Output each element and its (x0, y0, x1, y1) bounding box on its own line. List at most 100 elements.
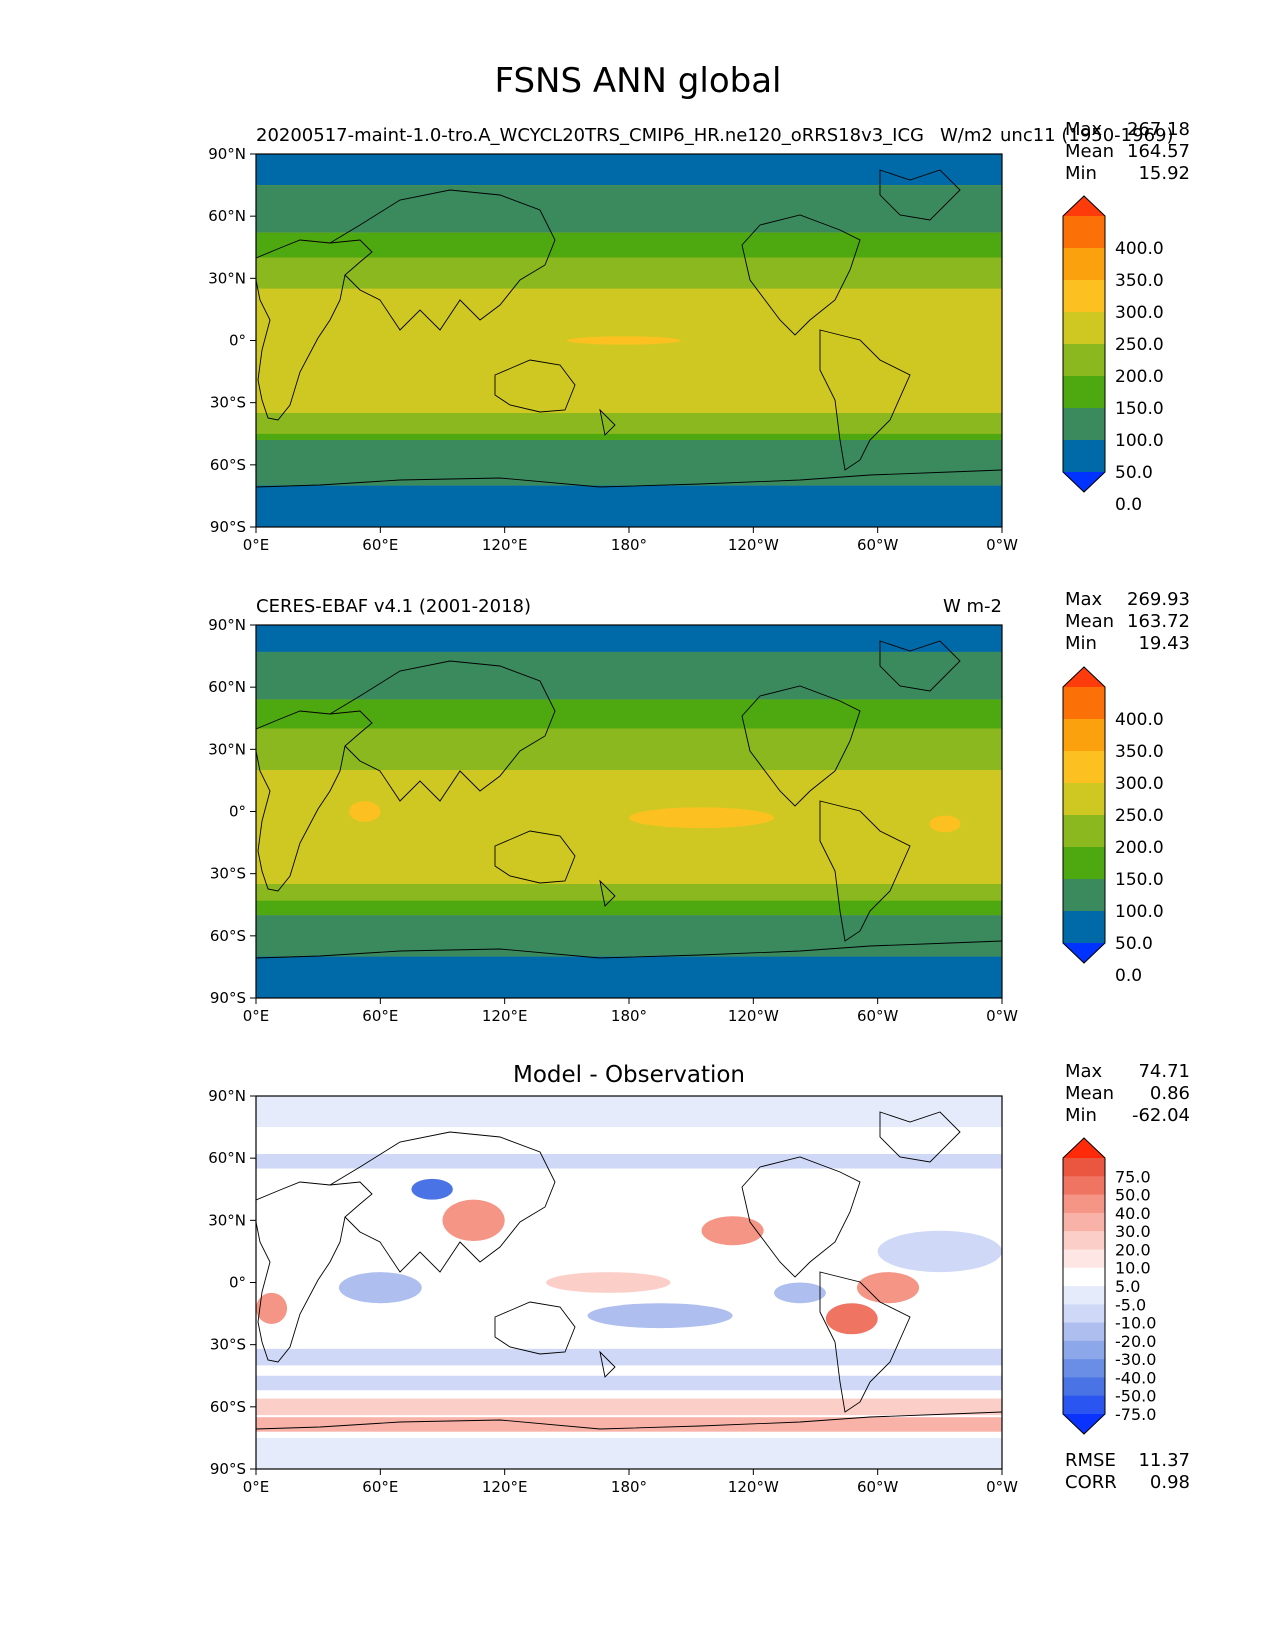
colorbar-extend-min (1063, 472, 1105, 492)
colorbar-segment (1063, 879, 1105, 912)
zonal-band (256, 288, 1002, 414)
difference-colorbar: 75.050.040.030.020.010.05.0-5.0-10.0-20.… (1062, 1137, 1156, 1435)
colorbar-tick-label: 100.0 (1115, 431, 1164, 451)
colorbar-tick-label: 0.0 (1115, 966, 1142, 986)
x-tick-label: 60°W (857, 536, 899, 554)
colorbar-segment (1063, 1395, 1105, 1415)
colorbar-extend-max (1063, 196, 1105, 216)
colorbar-tick-label: 30.0 (1115, 1222, 1151, 1241)
zonal-band (256, 651, 1002, 700)
colorbar-tick-label: -10.0 (1115, 1314, 1156, 1333)
zonal-band (256, 485, 1002, 527)
x-tick-label: 120°W (728, 1478, 779, 1496)
colorbar-tick-label: 250.0 (1115, 806, 1164, 826)
y-tick-label: 90°S (210, 989, 246, 1007)
x-tick-label: 0°W (986, 1478, 1018, 1496)
zonal-band (256, 1437, 1002, 1469)
model-mean-value: 164.57 (1127, 141, 1190, 162)
zonal-band (256, 232, 1002, 258)
y-tick-label: 90°S (210, 1460, 246, 1478)
x-tick-label: 0°E (243, 1007, 270, 1025)
difference-min-label: Min (1065, 1105, 1097, 1126)
anomaly-patch (856, 1272, 920, 1304)
y-tick-label: 0° (229, 803, 246, 821)
colorbar-segment (1063, 687, 1105, 720)
x-tick-label: 180° (611, 1007, 647, 1025)
model-panel-title-left: 20200517-maint-1.0-tro.A_WCYCL20TRS_CMIP… (256, 125, 924, 146)
colorbar-segment (1063, 751, 1105, 784)
y-tick-label: 30°S (210, 1336, 246, 1354)
model-coastlines (256, 169, 1002, 488)
difference-corr-value: 0.98 (1150, 1472, 1190, 1493)
model-min-label: Min (1065, 163, 1097, 184)
difference-mean-value: 0.86 (1150, 1083, 1190, 1104)
observation-panel: CERES-EBAF v4.1 (2001-2018) W m-2 0°E 60°… (208, 589, 1190, 1025)
anomaly-patch (411, 1178, 453, 1200)
colorbar-tick-label: 400.0 (1115, 239, 1164, 259)
observation-max-label: Max (1065, 589, 1103, 610)
colorbar-segment (1063, 312, 1105, 345)
colorbar-tick-label: -75.0 (1115, 1405, 1156, 1424)
model-map (256, 154, 1002, 527)
model-panel: 20200517-maint-1.0-tro.A_WCYCL20TRS_CMIP… (208, 119, 1190, 554)
zonal-band (256, 956, 1002, 998)
colorbar-tick-label: 200.0 (1115, 367, 1164, 387)
colorbar-segment (1063, 408, 1105, 441)
colorbar-segment (1063, 1212, 1105, 1232)
colorbar-tick-label: 75.0 (1115, 1167, 1151, 1186)
colorbar-segment (1063, 344, 1105, 377)
anomaly-patch (256, 1292, 288, 1324)
colorbar-segment (1063, 1194, 1105, 1214)
colorbar-segment (1063, 1286, 1105, 1305)
observation-min-label: Min (1065, 633, 1097, 654)
colorbar-segment (1063, 1322, 1105, 1342)
colorbar-tick-label: 200.0 (1115, 838, 1164, 858)
zonal-band (256, 1348, 1002, 1366)
colorbar-segment (1063, 376, 1105, 409)
colorbar-segment (1063, 248, 1105, 281)
colorbar-segment (1063, 1377, 1105, 1397)
y-tick-label: 60°S (210, 927, 246, 945)
anomaly-patch (338, 1272, 422, 1304)
colorbar-segment (1063, 1267, 1105, 1287)
observation-mean-value: 163.72 (1127, 611, 1190, 632)
y-tick-label: 60°N (208, 207, 246, 225)
model-max-label: Max (1065, 119, 1103, 140)
difference-axes: 0°E 60°E 120°E 180° 120°W 60°W 0°W 90°N 60°N 30°N… (208, 1087, 1018, 1496)
y-tick-label: 30°N (208, 269, 246, 287)
zonal-band (256, 625, 1002, 652)
difference-coastlines (256, 1111, 1002, 1430)
zonal-band (256, 439, 1002, 486)
colorbar-segment (1063, 1304, 1105, 1324)
x-tick-label: 60°W (857, 1007, 899, 1025)
model-panel-title-right: W/m2 (940, 125, 993, 146)
colorbar-segment (1063, 815, 1105, 848)
colorbar-tick-label: -30.0 (1115, 1350, 1156, 1369)
colorbar-tick-label: -20.0 (1115, 1332, 1156, 1351)
colorbar-extend-min (1063, 1414, 1105, 1434)
y-tick-label: 90°N (208, 1087, 246, 1105)
colorbar-segment (1063, 1359, 1105, 1378)
observation-panel-title-right: W m-2 (943, 596, 1002, 617)
colorbar-tick-label: 400.0 (1115, 710, 1164, 730)
model-colorbar: 400.0 350.0 300.0 250.0 200.0 150.0 100.0 50.0 0… (1062, 195, 1164, 515)
difference-map (256, 1096, 1002, 1469)
colorbar-tick-label: 100.0 (1115, 902, 1164, 922)
zonal-band (256, 1375, 1002, 1391)
colorbar-outline (1062, 1137, 1106, 1435)
y-tick-label: 90°N (208, 145, 246, 163)
zonal-band (256, 699, 1002, 729)
y-tick-label: 30°N (208, 740, 246, 758)
colorbar-tick-label: 150.0 (1115, 399, 1164, 419)
anomaly-patch (929, 815, 961, 833)
colorbar-tick-label: 20.0 (1115, 1240, 1151, 1259)
colorbar-segment (1063, 440, 1105, 473)
zonal-band (256, 154, 1002, 186)
observation-max-value: 269.93 (1127, 589, 1190, 610)
x-tick-label: 120°E (482, 1007, 528, 1025)
colorbar-tick-label: 5.0 (1115, 1277, 1140, 1296)
anomaly-patch (546, 1272, 671, 1293)
anomaly-patch (774, 1282, 826, 1304)
y-tick-label: 60°S (210, 456, 246, 474)
colorbar-segment (1063, 1231, 1105, 1250)
